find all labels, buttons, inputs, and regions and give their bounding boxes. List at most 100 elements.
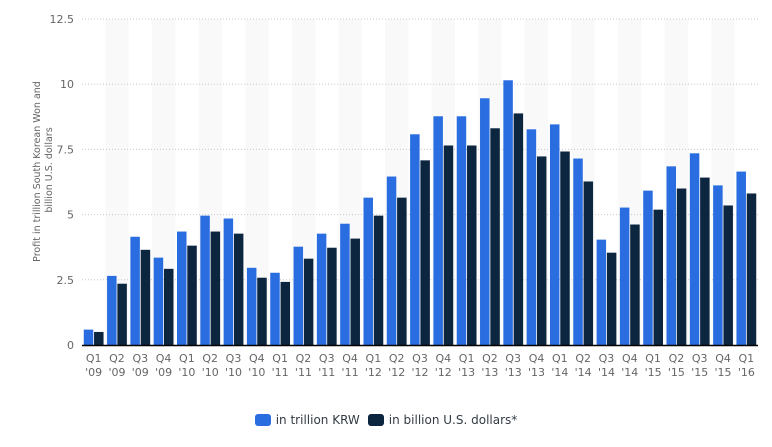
x-tick-label-year: '15	[691, 366, 708, 379]
bar-usd	[467, 145, 477, 345]
bar-usd	[210, 231, 221, 345]
bar-krw	[503, 80, 513, 346]
x-tick-label-year: '11	[272, 366, 289, 379]
y-tick-label: 2.5	[57, 274, 75, 287]
x-tick-label-quarter: Q3	[319, 352, 335, 365]
x-tick-label-quarter: Q4	[249, 352, 265, 365]
x-tick-label-quarter: Q3	[132, 352, 148, 365]
bar-krw	[549, 124, 560, 346]
x-tick-label-year: '09	[155, 366, 172, 379]
x-tick-label-year: '09	[132, 366, 149, 379]
legend-item-usd[interactable]: in billion U.S. dollars*	[367, 413, 518, 427]
x-tick-label-quarter: Q2	[389, 352, 405, 365]
y-axis-label: Profit in trillion South Korean Won and …	[32, 78, 55, 262]
bar-krw	[340, 223, 350, 345]
x-tick-label-year: '10	[178, 366, 195, 379]
bar-usd	[676, 188, 687, 345]
bar-krw	[107, 275, 117, 345]
x-tick-label-year: '15	[715, 366, 732, 379]
x-tick-label-quarter: Q2	[482, 352, 498, 365]
background-band	[245, 19, 269, 345]
x-tick-label-year: '16	[738, 366, 755, 379]
x-tick-label-quarter: Q4	[435, 352, 451, 365]
x-tick-label-year: '10	[202, 366, 219, 379]
bar-krw	[153, 257, 164, 345]
background-band	[105, 19, 129, 345]
bar-krw	[176, 231, 187, 345]
x-tick-label-quarter: Q1	[86, 352, 102, 365]
bar-usd	[233, 233, 244, 345]
bar-krw	[386, 176, 397, 345]
bar-krw	[130, 236, 140, 345]
x-tick-label-quarter: Q1	[459, 352, 475, 365]
bar-usd	[700, 177, 710, 345]
bar-krw	[643, 190, 653, 345]
y-axis-ticks: 0 2.5 5 7.5 10 12.5	[50, 13, 75, 352]
y-tick-label: 0	[67, 339, 74, 352]
x-tick-label-quarter: Q1	[739, 352, 755, 365]
bar-usd	[187, 245, 197, 345]
x-tick-label-year: '14	[598, 366, 615, 379]
bar-usd	[397, 197, 407, 345]
x-tick-label-year: '12	[411, 366, 428, 379]
x-tick-label-quarter: Q2	[296, 352, 312, 365]
bar-krw	[619, 207, 630, 345]
x-tick-label-quarter: Q4	[715, 352, 731, 365]
bar-usd	[373, 215, 384, 345]
x-tick-label-year: '12	[365, 366, 382, 379]
bar-usd	[303, 258, 314, 345]
bar-krw	[246, 267, 257, 345]
x-tick-label-year: '12	[435, 366, 452, 379]
x-tick-label-year: '11	[342, 366, 359, 379]
bar-usd	[606, 252, 617, 345]
bar-usd	[327, 247, 337, 345]
x-tick-label-quarter: Q1	[179, 352, 195, 365]
y-tick-label: 10	[60, 78, 74, 91]
x-tick-label-year: '09	[85, 366, 102, 379]
bar-usd	[723, 205, 733, 345]
x-tick-label-quarter: Q3	[599, 352, 615, 365]
y-tick-label: 7.5	[57, 143, 75, 156]
bar-krw	[83, 329, 94, 345]
bar-usd	[560, 151, 570, 345]
bar-krw	[596, 239, 607, 345]
x-tick-label-quarter: Q2	[575, 352, 591, 365]
bar-krw	[270, 272, 280, 345]
bars	[83, 80, 757, 346]
bar-usd	[163, 268, 174, 345]
x-tick-label-year: '10	[225, 366, 242, 379]
x-tick-label-quarter: Q4	[156, 352, 172, 365]
legend-label-usd: in billion U.S. dollars*	[388, 413, 518, 427]
bar-usd	[420, 160, 430, 345]
y-tick-label: 12.5	[50, 13, 75, 26]
bar-krw	[713, 185, 723, 345]
x-tick-label-quarter: Q4	[342, 352, 358, 365]
x-tick-label-year: '15	[645, 366, 662, 379]
bar-krw	[223, 218, 234, 345]
x-tick-label-quarter: Q4	[529, 352, 545, 365]
bar-usd	[257, 277, 267, 345]
legend-swatch-usd	[367, 414, 384, 426]
x-tick-label-quarter: Q3	[692, 352, 708, 365]
x-tick-label-year: '11	[295, 366, 312, 379]
bar-usd	[653, 209, 664, 345]
legend-item-krw[interactable]: in trillion KRW	[254, 413, 360, 427]
bar-krw	[666, 166, 677, 345]
bar-krw	[526, 129, 537, 345]
x-tick-label-year: '13	[505, 366, 522, 379]
x-tick-label-year: '13	[528, 366, 545, 379]
x-tick-label-quarter: Q3	[226, 352, 242, 365]
x-tick-label-quarter: Q2	[109, 352, 125, 365]
legend-swatch-krw	[254, 414, 271, 426]
x-tick-label-year: '13	[481, 366, 498, 379]
x-tick-label-quarter: Q2	[202, 352, 218, 365]
x-tick-label-year: '14	[621, 366, 638, 379]
x-tick-label-quarter: Q4	[622, 352, 638, 365]
x-tick-label-year: '15	[668, 366, 685, 379]
x-axis-ticks: Q1'09Q2'09Q3'09Q4'09Q1'10Q2'10Q3'10Q4'10…	[85, 352, 755, 379]
x-tick-label-year: '09	[108, 366, 125, 379]
x-tick-label-year: '10	[248, 366, 265, 379]
bar-usd	[117, 283, 127, 345]
bar-usd	[350, 238, 360, 345]
bar-krw	[316, 233, 327, 345]
